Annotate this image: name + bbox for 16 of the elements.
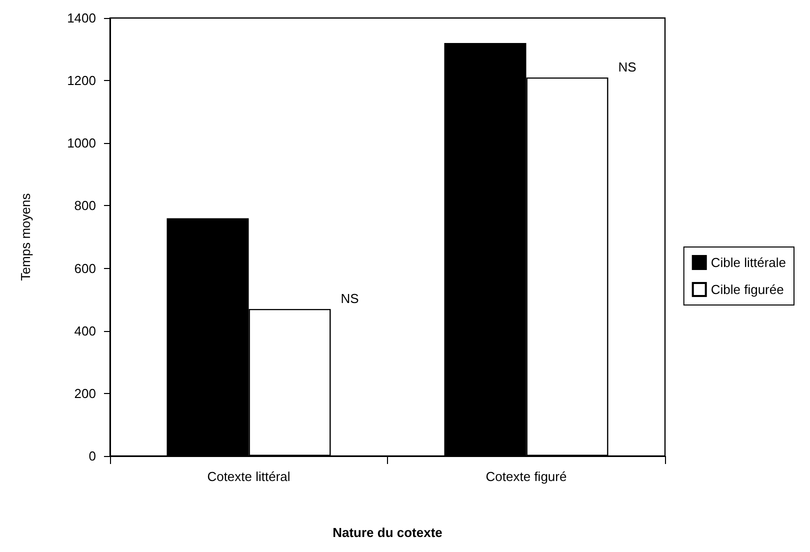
y-tick-label: 600 bbox=[74, 260, 96, 276]
y-axis-title: Temps moyens bbox=[18, 192, 33, 281]
annotation: NS bbox=[340, 290, 360, 306]
y-tick-label: 0 bbox=[88, 448, 96, 464]
legend-label: Cible littérale bbox=[710, 255, 786, 270]
y-tick-label: 1200 bbox=[67, 73, 96, 88]
x-axis-title: Nature du cotexte bbox=[332, 525, 442, 540]
y-tick-label: 1400 bbox=[67, 10, 96, 26]
x-tick-label: Cotexte figuré bbox=[486, 469, 567, 484]
y-tick-label: 400 bbox=[74, 323, 96, 338]
legend-label: Cible figurée bbox=[710, 282, 784, 297]
x-tick-label: Cotexte littéral bbox=[207, 469, 290, 484]
annotation: NS bbox=[618, 59, 637, 74]
y-tick-label: 800 bbox=[74, 198, 96, 214]
y-tick-label: 1000 bbox=[67, 136, 96, 151]
y-tick-label: 200 bbox=[74, 386, 96, 401]
